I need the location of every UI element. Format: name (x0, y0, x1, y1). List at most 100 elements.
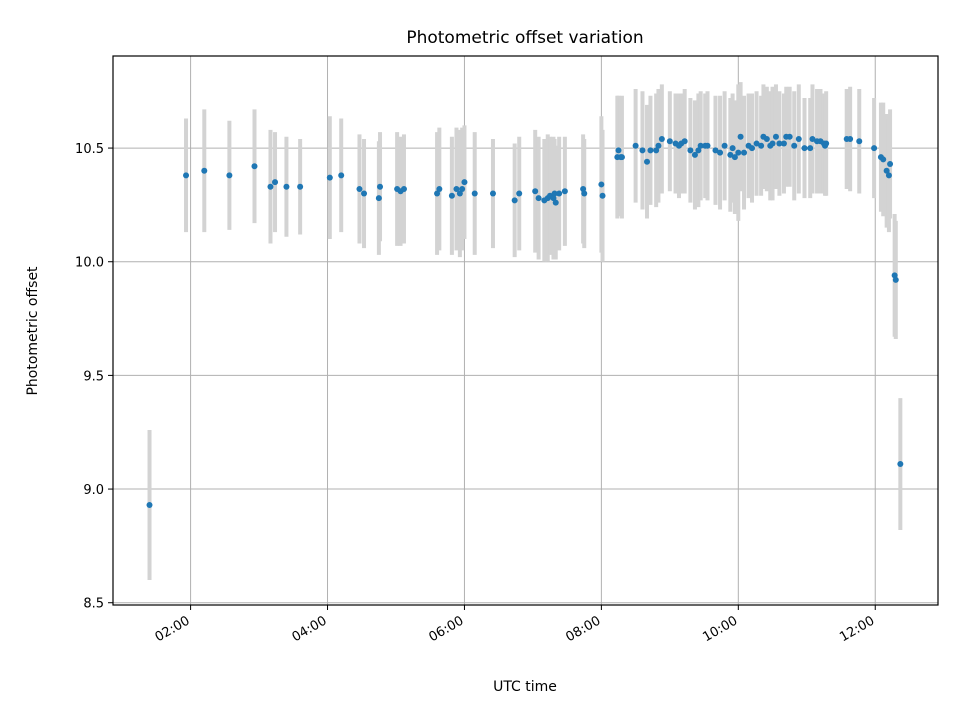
data-point (741, 149, 748, 156)
data-point (786, 133, 793, 140)
data-point (666, 138, 673, 145)
data-point (647, 147, 654, 154)
data-point (737, 133, 744, 140)
data-point (226, 172, 233, 179)
y-axis-label: Photometric offset (25, 266, 41, 396)
data-point (511, 197, 518, 204)
data-point (297, 183, 304, 190)
data-point (251, 163, 258, 170)
data-point (717, 149, 724, 156)
data-point (887, 160, 894, 167)
data-point (361, 190, 368, 197)
data-point (471, 190, 478, 197)
data-point (551, 190, 558, 197)
data-point (753, 140, 760, 147)
data-point (871, 145, 878, 152)
data-point (448, 192, 455, 199)
data-point (183, 172, 190, 179)
data-point (338, 172, 345, 179)
data-point (580, 185, 587, 192)
data-point (809, 135, 816, 142)
data-point (653, 147, 660, 154)
data-point (892, 276, 899, 283)
data-point (453, 185, 460, 192)
data-point (897, 461, 904, 468)
data-point (618, 154, 625, 161)
data-point (721, 142, 728, 149)
data-point (795, 135, 802, 142)
data-point (326, 174, 333, 181)
data-point (375, 195, 382, 202)
data-point (681, 138, 688, 145)
data-point (807, 145, 814, 152)
data-point (516, 190, 523, 197)
data-point (434, 190, 441, 197)
data-point (687, 147, 694, 154)
data-point (377, 183, 384, 190)
data-point (201, 167, 208, 174)
y-tick-label: 9.5 (83, 369, 104, 384)
data-point (801, 145, 808, 152)
data-point (704, 142, 711, 149)
data-point (731, 154, 738, 161)
data-point (400, 185, 407, 192)
y-tick-label: 10.5 (75, 142, 104, 157)
data-point (272, 179, 279, 186)
data-point (561, 188, 568, 195)
data-point (535, 195, 542, 202)
data-point (639, 147, 646, 154)
y-tick-label: 10.0 (75, 256, 104, 271)
x-axis-label: UTC time (493, 679, 557, 695)
data-point (891, 272, 898, 279)
data-point (712, 147, 719, 154)
data-point (856, 138, 863, 145)
data-point (267, 183, 274, 190)
data-point (772, 133, 779, 140)
data-point (456, 190, 463, 197)
data-point (749, 145, 756, 152)
data-point (847, 135, 854, 142)
data-point (763, 135, 770, 142)
data-point (758, 142, 765, 149)
data-point (598, 181, 605, 188)
data-point (436, 185, 443, 192)
y-axis: 8.5 9.0 9.5 10.0 10.5 (75, 142, 113, 612)
data-point (356, 185, 363, 192)
data-point (883, 167, 890, 174)
data-point (769, 140, 776, 147)
plot-frame (112, 55, 939, 606)
data-point (727, 151, 734, 158)
data-point (532, 188, 539, 195)
data-point (880, 156, 887, 163)
data-point (459, 185, 466, 192)
data-point (283, 183, 290, 190)
data-point (644, 158, 651, 165)
data-point (658, 135, 665, 142)
data-point (599, 192, 606, 199)
data-point (791, 142, 798, 149)
data-point (146, 501, 153, 508)
data-point (552, 199, 559, 206)
chart-title: Photometric offset variation (406, 28, 643, 48)
data-point (729, 145, 736, 152)
data-point (735, 149, 742, 156)
data-points (146, 133, 904, 508)
y-tick-label: 9.0 (83, 483, 104, 498)
data-point (691, 151, 698, 158)
data-point (461, 179, 468, 186)
data-point (776, 140, 783, 147)
data-point (697, 142, 704, 149)
data-point (615, 147, 622, 154)
data-point (823, 140, 830, 147)
y-tick-label: 8.5 (83, 597, 104, 612)
data-point (695, 147, 702, 154)
data-point (581, 190, 588, 197)
data-point (489, 190, 496, 197)
data-point (632, 142, 639, 149)
data-point (556, 190, 563, 197)
data-point (655, 142, 662, 149)
data-point (885, 172, 892, 179)
data-point (780, 140, 787, 147)
data-point (550, 195, 557, 202)
